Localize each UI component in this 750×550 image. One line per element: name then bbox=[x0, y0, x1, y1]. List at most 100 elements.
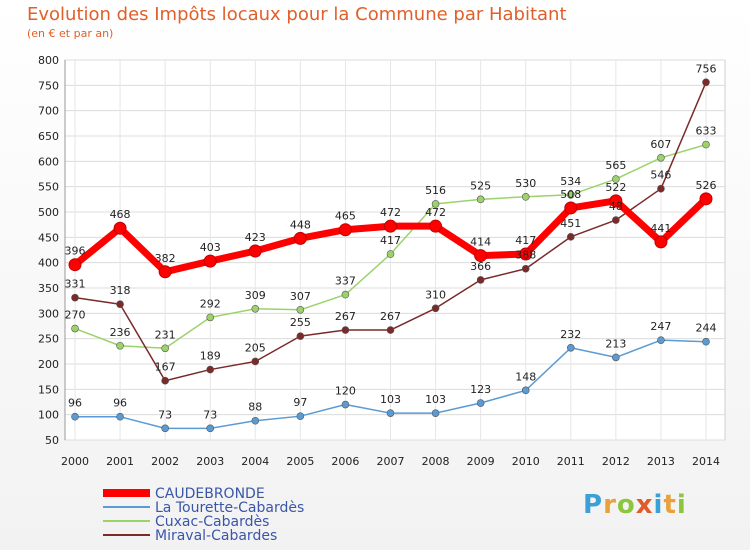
x-tick-label: 2007 bbox=[377, 455, 405, 468]
data-label: 565 bbox=[605, 159, 626, 172]
data-point bbox=[251, 357, 260, 366]
x-tick-label: 2000 bbox=[61, 455, 89, 468]
data-point bbox=[206, 313, 215, 322]
data-label: 103 bbox=[425, 393, 446, 406]
data-point bbox=[431, 409, 440, 417]
data-point bbox=[386, 326, 395, 334]
data-point bbox=[158, 265, 172, 279]
data-point bbox=[476, 276, 485, 284]
data-label: 337 bbox=[335, 275, 356, 288]
x-tick-label: 2006 bbox=[331, 455, 359, 468]
data-point bbox=[161, 376, 169, 385]
y-tick-label: 300 bbox=[38, 307, 59, 320]
data-point bbox=[702, 140, 710, 149]
chart-title: Evolution des Impôts locaux pour la Comm… bbox=[27, 4, 567, 25]
data-label: 448 bbox=[290, 218, 311, 231]
y-tick-label: 600 bbox=[38, 155, 59, 168]
data-point bbox=[341, 290, 350, 299]
data-point bbox=[341, 326, 350, 334]
data-label: 417 bbox=[380, 234, 401, 247]
data-point bbox=[386, 250, 395, 258]
data-label: 516 bbox=[425, 184, 446, 197]
data-label: 633 bbox=[696, 125, 717, 138]
y-tick-label: 800 bbox=[38, 54, 59, 67]
data-label: 472 bbox=[380, 206, 401, 219]
x-tick-label: 2012 bbox=[602, 455, 630, 468]
data-label: 167 bbox=[155, 361, 176, 374]
y-tick-label: 50 bbox=[45, 434, 59, 447]
data-label: 388 bbox=[515, 249, 536, 262]
data-label: 270 bbox=[65, 309, 86, 322]
data-point bbox=[521, 386, 530, 395]
data-point bbox=[206, 424, 215, 433]
data-point bbox=[113, 221, 127, 235]
data-point bbox=[71, 412, 79, 421]
chart-subtitle: (en € et par an) bbox=[27, 27, 114, 40]
logo-letter: t bbox=[663, 490, 677, 520]
data-label: 97 bbox=[293, 396, 307, 409]
data-label: 88 bbox=[248, 401, 262, 414]
data-point bbox=[71, 293, 79, 302]
x-tick-label: 2002 bbox=[151, 455, 179, 468]
data-point bbox=[521, 264, 530, 273]
y-tick-label: 700 bbox=[38, 105, 59, 118]
data-point bbox=[251, 416, 260, 425]
data-point bbox=[612, 175, 620, 183]
data-point bbox=[519, 247, 533, 261]
data-label: 48 bbox=[609, 200, 623, 213]
data-point bbox=[116, 341, 124, 350]
data-point bbox=[566, 190, 575, 199]
data-label: 318 bbox=[110, 284, 131, 297]
y-tick-label: 400 bbox=[38, 257, 59, 270]
data-point bbox=[341, 400, 350, 409]
data-label: 607 bbox=[650, 138, 671, 151]
data-label: 73 bbox=[203, 408, 217, 421]
data-label: 451 bbox=[560, 217, 581, 230]
data-point bbox=[521, 193, 530, 201]
data-label: 244 bbox=[696, 322, 717, 335]
legend-label: Miraval-Cabardes bbox=[155, 528, 277, 544]
y-tick-label: 250 bbox=[38, 333, 59, 346]
data-point bbox=[566, 343, 575, 352]
data-point bbox=[384, 219, 397, 233]
y-tick-label: 100 bbox=[38, 409, 59, 422]
logo-letter: x bbox=[635, 490, 654, 520]
data-label: 231 bbox=[155, 328, 176, 341]
data-point bbox=[476, 195, 485, 204]
data-label: 534 bbox=[560, 175, 581, 188]
data-point bbox=[702, 78, 710, 87]
x-tick-label: 2003 bbox=[196, 455, 224, 468]
data-label: 232 bbox=[560, 328, 581, 341]
data-point bbox=[116, 412, 124, 421]
data-point bbox=[474, 249, 488, 263]
x-tick-label: 2009 bbox=[467, 455, 495, 468]
y-tick-label: 200 bbox=[38, 358, 59, 371]
data-point bbox=[654, 235, 668, 249]
data-point bbox=[612, 216, 620, 224]
proxiti-logo: Proxiti bbox=[583, 490, 687, 520]
data-label: 267 bbox=[335, 310, 356, 323]
data-point bbox=[116, 300, 124, 309]
data-point bbox=[203, 254, 217, 268]
logo-letter: i bbox=[676, 490, 687, 520]
data-label: 366 bbox=[470, 260, 491, 273]
data-point bbox=[429, 219, 443, 233]
data-label: 96 bbox=[68, 397, 82, 410]
x-tick-label: 2011 bbox=[557, 455, 585, 468]
data-point bbox=[431, 200, 440, 208]
data-label: 522 bbox=[605, 181, 626, 194]
data-label: 525 bbox=[470, 179, 491, 192]
data-label: 247 bbox=[650, 320, 671, 333]
data-point bbox=[564, 201, 578, 215]
y-tick-label: 150 bbox=[38, 383, 59, 396]
data-point bbox=[431, 304, 440, 313]
data-label: 309 bbox=[245, 289, 266, 302]
x-tick-label: 2005 bbox=[286, 455, 314, 468]
data-point bbox=[68, 258, 82, 272]
data-label: 756 bbox=[696, 62, 717, 75]
x-tick-label: 2013 bbox=[647, 455, 675, 468]
x-tick-label: 2008 bbox=[422, 455, 450, 468]
data-point bbox=[657, 336, 665, 344]
data-label: 403 bbox=[200, 241, 221, 254]
